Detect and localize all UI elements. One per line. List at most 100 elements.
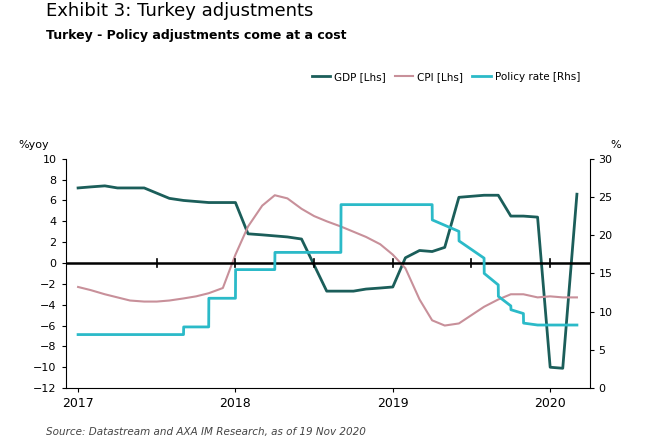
CPI [Lhs]	[258, 203, 266, 208]
Text: %: %	[610, 140, 621, 149]
CPI [Lhs]	[205, 291, 213, 296]
CPI [Lhs]	[428, 318, 436, 323]
GDP [Lhs]	[140, 185, 148, 191]
CPI [Lhs]	[402, 265, 409, 271]
CPI [Lhs]	[573, 295, 581, 300]
CPI [Lhs]	[179, 296, 187, 301]
GDP [Lhs]	[559, 366, 567, 371]
CPI [Lhs]	[376, 242, 384, 247]
CPI [Lhs]	[507, 292, 515, 297]
GDP [Lhs]	[495, 193, 502, 198]
GDP [Lhs]	[101, 183, 109, 188]
Policy rate [Rhs]	[573, 322, 581, 328]
GDP [Lhs]	[271, 233, 279, 239]
GDP [Lhs]	[416, 248, 424, 253]
GDP [Lhs]	[113, 185, 121, 191]
CPI [Lhs]	[337, 224, 345, 229]
Policy rate [Rhs]	[428, 217, 436, 223]
CPI [Lhs]	[126, 298, 134, 303]
GDP [Lhs]	[166, 196, 174, 201]
Policy rate [Rhs]	[519, 321, 527, 326]
CPI [Lhs]	[323, 219, 331, 224]
Text: Turkey - Policy adjustments come at a cost: Turkey - Policy adjustments come at a co…	[46, 29, 346, 41]
Policy rate [Rhs]	[389, 202, 397, 207]
Text: Source: Datastream and AXA IM Research, as of 19 Nov 2020: Source: Datastream and AXA IM Research, …	[46, 426, 365, 437]
GDP [Lhs]	[258, 232, 266, 238]
GDP [Lhs]	[468, 194, 476, 199]
CPI [Lhs]	[231, 252, 239, 257]
GDP [Lhs]	[534, 214, 542, 220]
CPI [Lhs]	[350, 229, 358, 234]
CPI [Lhs]	[244, 224, 252, 229]
Policy rate [Rhs]	[389, 202, 397, 207]
Line: CPI [Lhs]: CPI [Lhs]	[78, 195, 577, 325]
GDP [Lhs]	[323, 288, 331, 294]
CPI [Lhs]	[101, 292, 109, 297]
GDP [Lhs]	[231, 200, 239, 205]
CPI [Lhs]	[559, 295, 567, 300]
CPI [Lhs]	[441, 323, 449, 328]
CPI [Lhs]	[74, 284, 82, 290]
Policy rate [Rhs]	[534, 322, 542, 328]
GDP [Lhs]	[441, 245, 449, 250]
CPI [Lhs]	[310, 213, 318, 219]
GDP [Lhs]	[362, 286, 370, 292]
CPI [Lhs]	[534, 295, 542, 300]
Policy rate [Rhs]	[271, 250, 279, 255]
CPI [Lhs]	[389, 252, 397, 257]
Text: %yoy: %yoy	[18, 140, 49, 149]
Policy rate [Rhs]	[495, 282, 502, 288]
Line: Policy rate [Rhs]: Policy rate [Rhs]	[78, 205, 577, 335]
CPI [Lhs]	[480, 304, 488, 310]
GDP [Lhs]	[376, 285, 384, 291]
CPI [Lhs]	[192, 294, 200, 299]
CPI [Lhs]	[140, 299, 148, 304]
Policy rate [Rhs]	[455, 238, 463, 243]
CPI [Lhs]	[284, 196, 291, 201]
Policy rate [Rhs]	[337, 202, 345, 207]
Policy rate [Rhs]	[495, 294, 502, 299]
GDP [Lhs]	[389, 284, 397, 290]
CPI [Lhs]	[362, 234, 370, 239]
CPI [Lhs]	[416, 297, 424, 302]
GDP [Lhs]	[519, 213, 527, 219]
GDP [Lhs]	[179, 198, 187, 203]
GDP [Lhs]	[402, 255, 409, 261]
Policy rate [Rhs]	[428, 202, 436, 207]
CPI [Lhs]	[519, 292, 527, 297]
Policy rate [Rhs]	[271, 267, 279, 272]
CPI [Lhs]	[546, 294, 554, 299]
GDP [Lhs]	[284, 234, 291, 239]
GDP [Lhs]	[573, 191, 581, 197]
GDP [Lhs]	[480, 193, 488, 198]
Policy rate [Rhs]	[480, 271, 488, 276]
Policy rate [Rhs]	[377, 202, 384, 207]
Legend: GDP [Lhs], CPI [Lhs], Policy rate [Rhs]: GDP [Lhs], CPI [Lhs], Policy rate [Rhs]	[307, 67, 584, 86]
CPI [Lhs]	[153, 299, 160, 304]
GDP [Lhs]	[74, 185, 82, 191]
Text: Exhibit 3: Turkey adjustments: Exhibit 3: Turkey adjustments	[46, 2, 313, 20]
Policy rate [Rhs]	[480, 255, 488, 261]
Policy rate [Rhs]	[205, 324, 213, 329]
GDP [Lhs]	[337, 288, 345, 294]
Policy rate [Rhs]	[205, 295, 213, 301]
Policy rate [Rhs]	[179, 324, 187, 329]
CPI [Lhs]	[455, 321, 463, 326]
Policy rate [Rhs]	[231, 295, 239, 301]
GDP [Lhs]	[428, 249, 436, 254]
Policy rate [Rhs]	[534, 322, 542, 328]
Policy rate [Rhs]	[376, 202, 384, 207]
CPI [Lhs]	[495, 297, 502, 302]
GDP [Lhs]	[205, 200, 213, 205]
GDP [Lhs]	[86, 184, 94, 190]
GDP [Lhs]	[455, 194, 463, 200]
Policy rate [Rhs]	[507, 307, 515, 312]
Policy rate [Rhs]	[337, 250, 345, 255]
Policy rate [Rhs]	[232, 267, 240, 272]
GDP [Lhs]	[297, 236, 305, 242]
GDP [Lhs]	[244, 231, 252, 236]
GDP [Lhs]	[507, 213, 515, 219]
Policy rate [Rhs]	[455, 229, 463, 234]
CPI [Lhs]	[468, 313, 476, 318]
CPI [Lhs]	[86, 288, 94, 293]
